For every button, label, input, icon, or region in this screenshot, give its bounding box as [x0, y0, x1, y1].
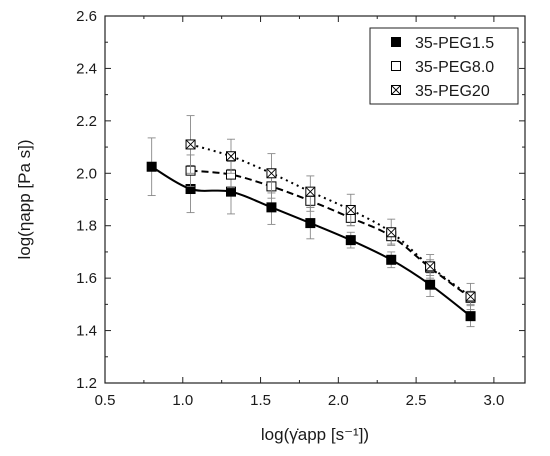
y-tick-label: 1.8: [76, 218, 97, 235]
x-tick-label: 2.0: [328, 392, 349, 409]
marker-shape: [386, 254, 397, 265]
y-tick-label: 1.4: [76, 323, 97, 340]
x-tick-label: 0.5: [95, 392, 116, 409]
marker-cross: [226, 151, 236, 162]
marker-shape: [391, 37, 401, 47]
marker-shape: [465, 311, 476, 322]
marker-cross: [425, 261, 435, 272]
marker-shape: [266, 202, 277, 213]
data-point: [425, 279, 436, 290]
x-axis-title: log(γ̇app [s⁻¹]): [261, 425, 369, 444]
marker-shape: [226, 186, 236, 197]
legend-marker: [391, 85, 401, 95]
x-tick-label: 1.5: [250, 392, 271, 409]
marker-cross: [465, 291, 476, 302]
legend: 35-PEG1.5 35-PEG8.0 35-PEG20: [369, 27, 519, 105]
legend-entry: 35-PEG8.0: [391, 59, 494, 76]
data-point: [305, 186, 316, 197]
data-point: [305, 218, 316, 229]
data-point: [345, 235, 356, 246]
data-layer: [146, 115, 476, 328]
legend-label: 35-PEG20: [415, 83, 490, 100]
data-point: [386, 227, 397, 238]
x-tick-label: 1.0: [172, 392, 193, 409]
marker-shape: [425, 279, 436, 290]
data-point: [226, 151, 236, 162]
marker-cross: [266, 168, 277, 179]
marker-shape: [345, 235, 356, 246]
y-tick-label: 1.2: [76, 375, 97, 392]
y-axis-title: log(ηapp [Pa s]): [15, 139, 34, 259]
data-point: [386, 254, 397, 265]
marker-cross: [345, 205, 356, 215]
y-tick-label: 2.0: [76, 165, 97, 182]
axes: 0.5 1.0 1.5 2.0 2.5 3.0 1.2 1.4 1.6 1.8 2.0 2.2 2.4 2…: [15, 8, 526, 444]
data-point: [185, 139, 196, 150]
series-line: [190, 143, 472, 298]
marker-cross: [386, 227, 397, 238]
marker-shape: [305, 218, 316, 229]
data-point: [425, 261, 436, 272]
data-point: [266, 202, 277, 213]
data-point: [226, 186, 236, 197]
y-tick-label: 2.4: [76, 60, 97, 77]
legend-marker: [391, 37, 401, 47]
data-point: [345, 204, 356, 215]
y-tick-label: 2.6: [76, 8, 97, 25]
legend-entry: 35-PEG1.5: [391, 35, 494, 52]
data-point: [465, 291, 476, 302]
y-tick-label: 1.6: [76, 270, 97, 287]
x-tick-label: 3.0: [483, 392, 504, 409]
marker-cross: [391, 85, 401, 95]
y-tick-label: 2.2: [76, 113, 97, 130]
marker-shape: [146, 161, 157, 172]
marker-shape: [391, 61, 401, 71]
legend-label: 35-PEG1.5: [415, 35, 494, 52]
marker-cross: [305, 186, 316, 197]
series-35-PEG1.5: [146, 137, 476, 328]
x-tick-label: 2.5: [406, 392, 427, 409]
data-point: [465, 311, 476, 322]
legend-marker: [391, 61, 401, 71]
data-point: [266, 168, 277, 179]
series-35-PEG20: [185, 115, 476, 311]
marker-cross: [185, 139, 196, 150]
data-point: [146, 161, 157, 172]
legend-label: 35-PEG8.0: [415, 59, 494, 76]
legend-entry: 35-PEG20: [391, 83, 490, 100]
